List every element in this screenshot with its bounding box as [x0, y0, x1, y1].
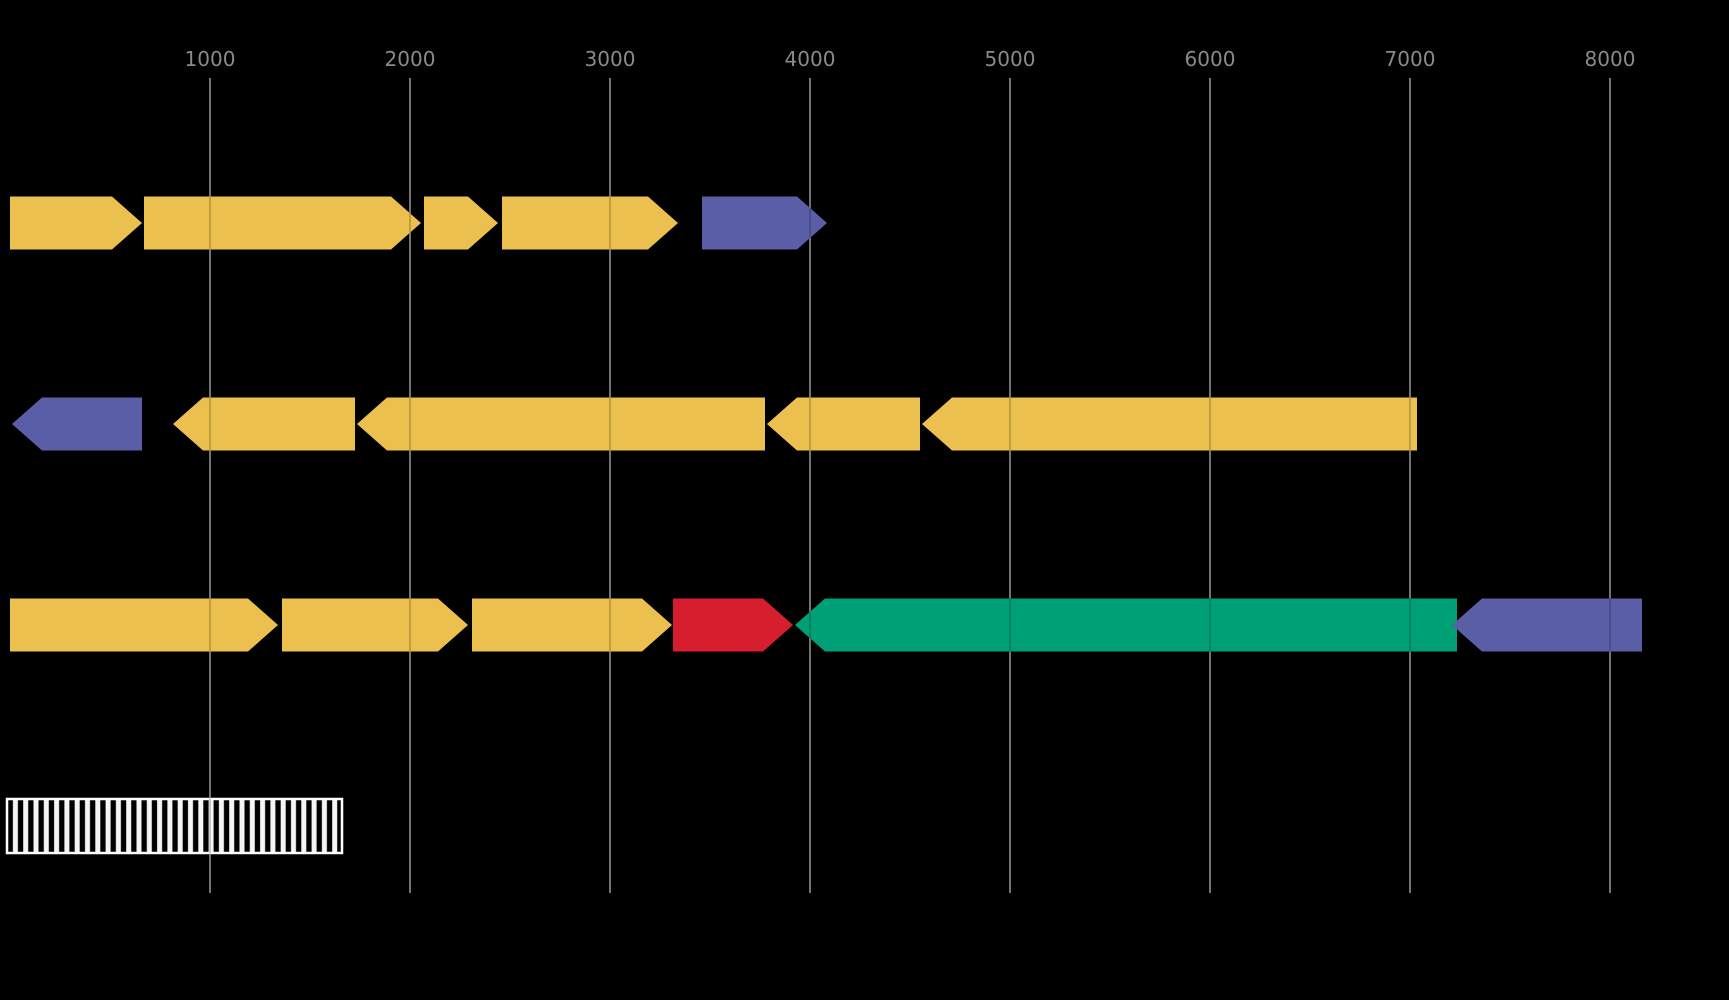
gene-arrow-yellow-+	[10, 598, 278, 652]
gene-arrow-yellow-+	[502, 196, 678, 250]
gene-arrows-layer	[10, 196, 1642, 652]
gene-arrow-yellow--	[173, 397, 355, 451]
axis-tick-label: 4000	[785, 47, 836, 71]
gene-arrow-yellow--	[922, 397, 1417, 451]
gene-arrow-yellow-+	[424, 196, 498, 250]
gene-arrow-blue-+	[702, 196, 827, 250]
gene-arrow-blue--	[12, 397, 142, 451]
gene-arrow-yellow-+	[472, 598, 672, 652]
gene-arrow-yellow-+	[144, 196, 421, 250]
gene-arrow-yellow--	[357, 397, 765, 451]
scale-bar-layer	[5, 797, 344, 855]
gene-arrow-yellow-+	[282, 598, 468, 652]
gene-arrow-yellow-+	[10, 196, 142, 250]
gene-arrow-blue--	[1452, 598, 1642, 652]
gridlines-layer	[209, 78, 1611, 893]
gene-track-3	[10, 598, 1642, 652]
scale-bar	[5, 797, 344, 855]
axis-tick-label: 5000	[985, 47, 1036, 71]
axis-tick-label: 7000	[1385, 47, 1436, 71]
gene-arrow-red-+	[673, 598, 793, 652]
axis-tick-label: 2000	[385, 47, 436, 71]
axis-tick-label: 6000	[1185, 47, 1236, 71]
axis-tick-label: 1000	[185, 47, 236, 71]
gene-arrow-yellow--	[767, 397, 920, 451]
gridline-overlay-layer	[209, 78, 1611, 893]
axis-tick-label: 8000	[1585, 47, 1636, 71]
gene-track-1	[10, 196, 827, 250]
gene-track-2	[12, 397, 1417, 451]
axis-ticks-layer: 1000 2000 3000 4000 5000 6000 7000 8000	[185, 47, 1636, 71]
gene-arrow-green--	[795, 598, 1457, 652]
axis-tick-label: 3000	[585, 47, 636, 71]
